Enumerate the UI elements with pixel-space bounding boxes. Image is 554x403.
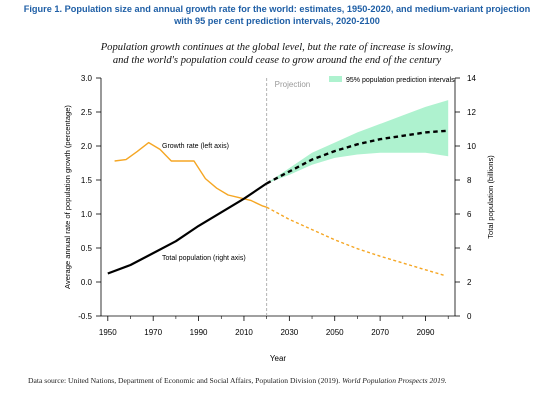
legend-band-swatch bbox=[329, 76, 342, 82]
y-left-axis-title: Average annual rate of population growth… bbox=[63, 105, 72, 289]
source-prefix: Data source: United Nations, Department … bbox=[28, 376, 343, 385]
y-left-tick-label: 3.0 bbox=[81, 74, 93, 83]
y-left-tick-label: 0.0 bbox=[81, 278, 93, 287]
figure-subtitle: Population growth continues at the globa… bbox=[0, 41, 554, 67]
growth-rate-line bbox=[114, 141, 267, 208]
x-tick-label: 2030 bbox=[280, 328, 298, 337]
x-tick-label: 2090 bbox=[417, 328, 435, 337]
y-left-tick-label: 1.0 bbox=[81, 210, 93, 219]
legend-band-label: 95% population prediction intervals bbox=[346, 77, 455, 84]
growth-rate-annotation: Growth rate (left axis) bbox=[162, 143, 229, 150]
figure-subtitle-line-2: and the world's population could cease t… bbox=[112, 55, 442, 66]
figure-subtitle-line-1: Population growth continues at the globa… bbox=[100, 42, 454, 53]
x-tick-label: 1970 bbox=[144, 328, 162, 337]
y-right-tick-label: 14 bbox=[467, 74, 476, 83]
y-right-tick-label: 0 bbox=[467, 312, 472, 321]
y-left-tick-label: -0.5 bbox=[78, 312, 92, 321]
y-left-tick-label: 2.5 bbox=[81, 108, 93, 117]
x-tick-label: 2070 bbox=[371, 328, 389, 337]
y-left-tick-label: 1.5 bbox=[81, 176, 93, 185]
y-right-tick-label: 12 bbox=[467, 108, 476, 117]
y-right-tick-label: 10 bbox=[467, 142, 476, 151]
x-axis-title: Year bbox=[270, 354, 287, 363]
growth-rate-projection-line bbox=[266, 206, 444, 276]
y-right-tick-label: 6 bbox=[467, 210, 472, 219]
total-population-annotation: Total population (right axis) bbox=[162, 255, 246, 262]
x-tick-label: 2050 bbox=[326, 328, 344, 337]
prediction-interval-band bbox=[266, 100, 449, 184]
source-title: World Population Prospects 2019. bbox=[342, 376, 447, 385]
total-population-line bbox=[107, 182, 268, 275]
y-left-tick-label: 0.5 bbox=[81, 244, 93, 253]
figure-title-line-2: with 95 per cent prediction intervals, 2… bbox=[174, 16, 380, 26]
data-source-note: Data source: United Nations, Department … bbox=[28, 376, 554, 385]
total-population-projection-line bbox=[266, 129, 449, 185]
x-tick-label: 1950 bbox=[99, 328, 117, 337]
figure-title-line-1: Figure 1. Population size and annual gro… bbox=[23, 4, 531, 14]
y-right-axis-title: Total population (billions) bbox=[486, 155, 495, 239]
projection-label: Projection bbox=[275, 80, 311, 89]
y-right-tick-label: 4 bbox=[467, 244, 472, 253]
y-left-tick-label: 2.0 bbox=[81, 142, 93, 151]
y-right-tick-label: 2 bbox=[467, 278, 472, 287]
x-tick-label: 1990 bbox=[190, 328, 208, 337]
figure-title: Figure 1. Population size and annual gro… bbox=[0, 3, 554, 27]
y-right-tick-label: 8 bbox=[467, 176, 472, 185]
x-tick-label: 2010 bbox=[235, 328, 253, 337]
